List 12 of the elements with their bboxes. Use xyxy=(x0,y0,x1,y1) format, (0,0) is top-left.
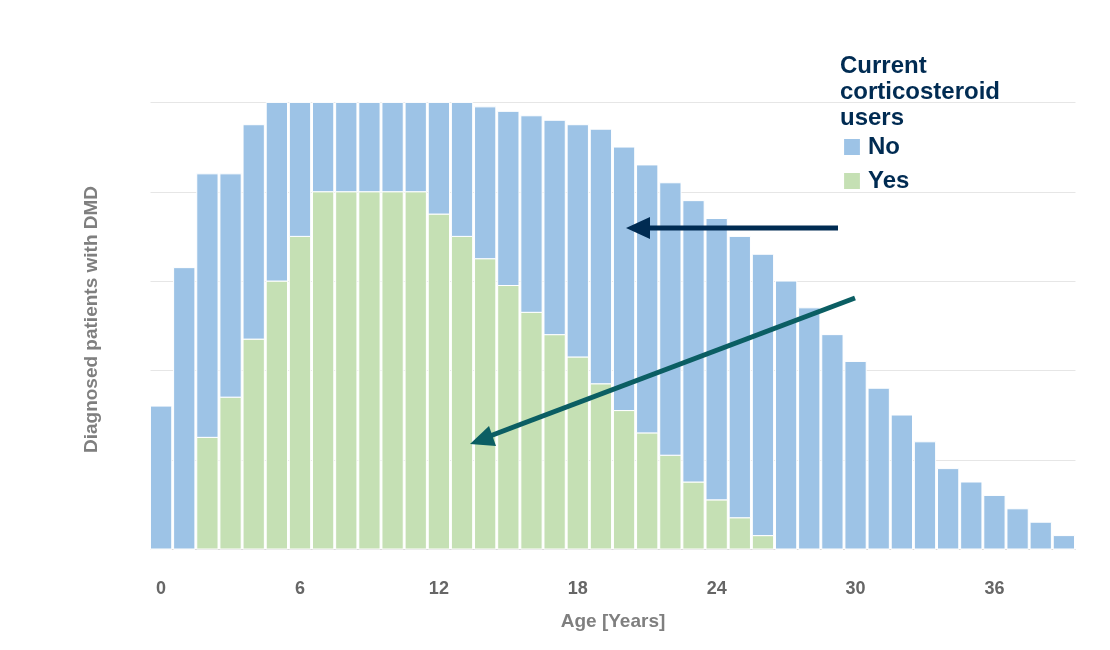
x-tick-label: 24 xyxy=(706,577,727,598)
legend-title: Current corticosteroid users xyxy=(840,51,1001,130)
legend-label: No xyxy=(868,132,900,159)
x-tick-label: 30 xyxy=(845,577,866,598)
x-tick-label: 36 xyxy=(984,577,1005,598)
legend-label: Yes xyxy=(868,166,910,193)
x-tick-label: 18 xyxy=(567,577,588,598)
x-tick-label: 6 xyxy=(294,577,306,598)
x-tick-label: 0 xyxy=(156,577,167,598)
x-tick-label: 12 xyxy=(428,577,449,598)
x-axis-title: Age [Years] xyxy=(560,609,666,631)
y-axis-title: Diagnosed patients with DMD xyxy=(79,185,101,454)
